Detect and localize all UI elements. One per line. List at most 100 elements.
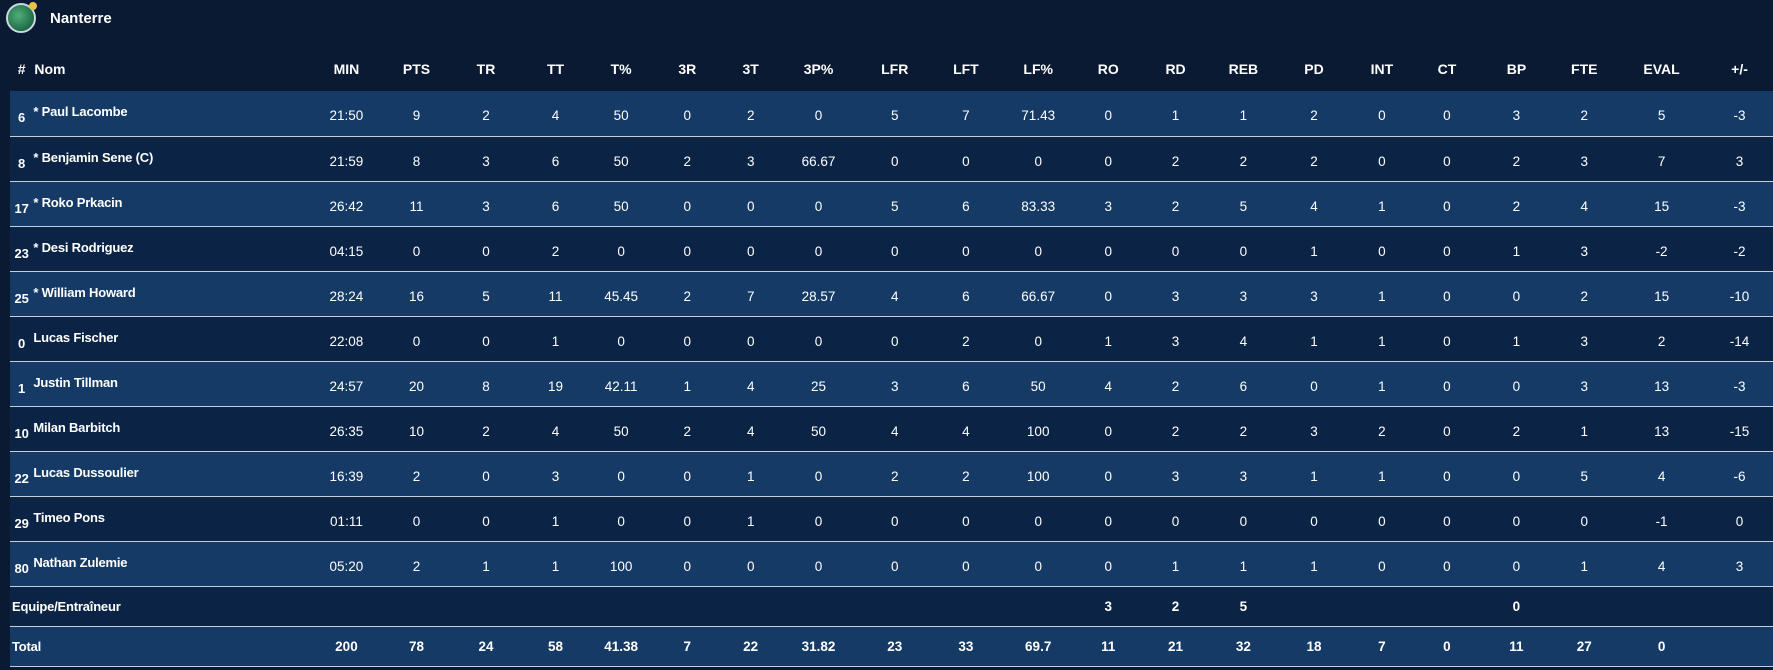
player-name[interactable]: Milan Barbitch bbox=[33, 419, 121, 435]
stat-cell: 5 bbox=[1239, 198, 1248, 214]
stat-cell: 42.11 bbox=[604, 378, 638, 394]
stat-cell: 4 bbox=[1580, 198, 1589, 214]
stat-cell: 3 bbox=[1239, 288, 1248, 304]
player-name[interactable]: Nathan Zulemie bbox=[33, 554, 128, 570]
stat-cell: 7 bbox=[1378, 638, 1386, 654]
player-name[interactable]: * Desi Rodriguez bbox=[33, 239, 134, 255]
column-header[interactable]: RO bbox=[1097, 61, 1119, 77]
stat-cell: 1 bbox=[746, 513, 755, 529]
stat-cell: 01:11 bbox=[330, 513, 363, 529]
column-header[interactable]: 3R bbox=[678, 61, 697, 77]
column-header[interactable]: REB bbox=[1228, 61, 1259, 77]
stat-cell: 5 bbox=[1239, 598, 1248, 614]
stat-cell: 3 bbox=[1512, 108, 1521, 123]
column-header[interactable]: MIN bbox=[333, 61, 360, 77]
stat-cell: 0 bbox=[1443, 558, 1451, 574]
stat-cell: -2 bbox=[1655, 243, 1668, 259]
player-name[interactable]: * Paul Lacombe bbox=[33, 104, 128, 119]
column-header[interactable]: PD bbox=[1304, 61, 1324, 77]
stat-cell bbox=[381, 586, 451, 626]
stat-cell: 11 bbox=[548, 288, 563, 304]
table-header-row: # Nom MIN PTS TR TT T% 3R 3T 3P% LFR LFT LF% RO RD REB P… bbox=[10, 36, 1773, 91]
column-header[interactable]: INT bbox=[1370, 61, 1394, 77]
stat-cell: 1 bbox=[1310, 333, 1318, 349]
column-header[interactable]: EVAL bbox=[1643, 61, 1680, 77]
stat-cell: 1 bbox=[746, 468, 755, 484]
stat-cell: 100 bbox=[1026, 468, 1050, 484]
stat-cell: 31.82 bbox=[801, 638, 836, 654]
player-name[interactable]: Timeo Pons bbox=[33, 509, 105, 525]
column-header[interactable]: 3T bbox=[742, 61, 759, 77]
player-row: 80 Nathan Zulemie 05:20 2 1 1 100 0 0 0 0 0 0 0 1 1 1 0 0 0… bbox=[10, 541, 1773, 586]
stat-cell: 1 bbox=[482, 558, 490, 574]
stat-cell: 2 bbox=[1378, 423, 1386, 439]
column-header[interactable]: T% bbox=[610, 61, 632, 77]
column-header[interactable]: FTE bbox=[1571, 61, 1598, 77]
stat-cell: 4 bbox=[890, 288, 899, 304]
stat-cell: 2 bbox=[890, 468, 899, 484]
column-header[interactable]: Nom bbox=[34, 61, 66, 77]
stat-cell: 2 bbox=[482, 108, 490, 123]
stat-cell: 2 bbox=[962, 468, 970, 484]
column-header[interactable]: # bbox=[17, 61, 26, 77]
column-header[interactable]: LFT bbox=[953, 61, 979, 77]
stat-cell: 2 bbox=[1171, 198, 1180, 214]
stat-cell: 5 bbox=[890, 198, 899, 214]
stat-cell: 0 bbox=[482, 468, 490, 484]
column-header[interactable]: TR bbox=[476, 61, 496, 77]
stat-cell: 5 bbox=[1580, 468, 1589, 484]
stat-cell: 4 bbox=[746, 423, 755, 439]
stat-cell: 3 bbox=[1580, 153, 1589, 169]
player-name[interactable]: Lucas Fischer bbox=[33, 329, 119, 345]
stat-cell: 28:24 bbox=[329, 288, 364, 304]
stat-cell: 0 bbox=[1378, 513, 1386, 529]
team-name: Nanterre bbox=[50, 9, 112, 27]
stat-cell: 11 bbox=[1509, 638, 1524, 654]
player-row: 6 * Paul Lacombe 21:50 9 2 4 50 0 2 0 5 7 71.43 0 1 1 2 0… bbox=[10, 91, 1773, 136]
player-row: 23 * Desi Rodriguez 04:15 0 0 2 0 0 0 0 0 0 0 0 0 0 1 0 0 1… bbox=[10, 226, 1773, 271]
column-header[interactable]: 3P% bbox=[803, 61, 834, 77]
stat-cell: 1 bbox=[1239, 558, 1248, 574]
stat-cell: 50 bbox=[613, 153, 629, 169]
stat-cell: 0 bbox=[1104, 558, 1113, 574]
stat-cell: 1 bbox=[1378, 468, 1386, 484]
stat-cell: 0 bbox=[814, 198, 823, 214]
player-number: 25 bbox=[14, 290, 29, 306]
player-row: 0 Lucas Fischer 22:08 0 0 1 0 0 0 0 0 2 0 1 3 4 1 1 0 1 3 2 -1… bbox=[10, 316, 1773, 361]
column-header[interactable]: LF% bbox=[1023, 61, 1053, 77]
stat-cell: 0 bbox=[1443, 288, 1451, 304]
stat-cell: 1 bbox=[1378, 288, 1386, 304]
player-name[interactable]: * Benjamin Sene (C) bbox=[33, 149, 154, 165]
stat-cell bbox=[779, 586, 859, 626]
stat-cell: 0 bbox=[814, 558, 823, 574]
player-row: 10 Milan Barbitch 26:35 10 2 4 50 2 4 50 4 4 100 0 2 2 3… bbox=[10, 406, 1773, 451]
team-row-label: Equipe/Entraîneur bbox=[12, 598, 121, 614]
stat-cell: 0 bbox=[1443, 243, 1451, 259]
stat-cell: 25 bbox=[811, 378, 827, 394]
column-header[interactable]: CT bbox=[1437, 61, 1457, 77]
column-header[interactable]: LFR bbox=[881, 61, 909, 77]
boxscore-table: # Nom MIN PTS TR TT T% 3R 3T 3P% LFR LFT LF% RO RD REB P… bbox=[10, 36, 1773, 667]
stat-cell bbox=[1001, 586, 1076, 626]
stat-cell: 8 bbox=[412, 153, 421, 169]
stat-cell: 0 bbox=[1443, 468, 1451, 484]
column-header[interactable]: RD bbox=[1165, 61, 1186, 77]
player-name[interactable]: * Roko Prkacin bbox=[33, 194, 123, 210]
stat-cell: 0 bbox=[683, 198, 692, 214]
stat-cell: 4 bbox=[1657, 558, 1666, 574]
player-name[interactable]: * William Howard bbox=[33, 284, 136, 300]
column-header[interactable]: BP bbox=[1506, 61, 1527, 77]
stat-cell: 4 bbox=[962, 423, 970, 439]
column-header[interactable]: +/- bbox=[1731, 61, 1748, 77]
stat-cell: 0 bbox=[746, 198, 755, 214]
stat-cell: 05:20 bbox=[329, 558, 364, 574]
player-name[interactable]: Lucas Dussoulier bbox=[33, 464, 139, 480]
column-header[interactable]: TT bbox=[546, 61, 565, 77]
stat-cell: 200 bbox=[335, 638, 358, 654]
stat-cell: 0 bbox=[814, 243, 823, 259]
stat-cell: 15 bbox=[1654, 198, 1670, 214]
player-name[interactable]: Justin Tillman bbox=[33, 374, 118, 390]
stat-cell: 0 bbox=[746, 333, 755, 349]
column-header[interactable]: PTS bbox=[402, 61, 431, 77]
stat-cell: 0 bbox=[1443, 198, 1451, 214]
